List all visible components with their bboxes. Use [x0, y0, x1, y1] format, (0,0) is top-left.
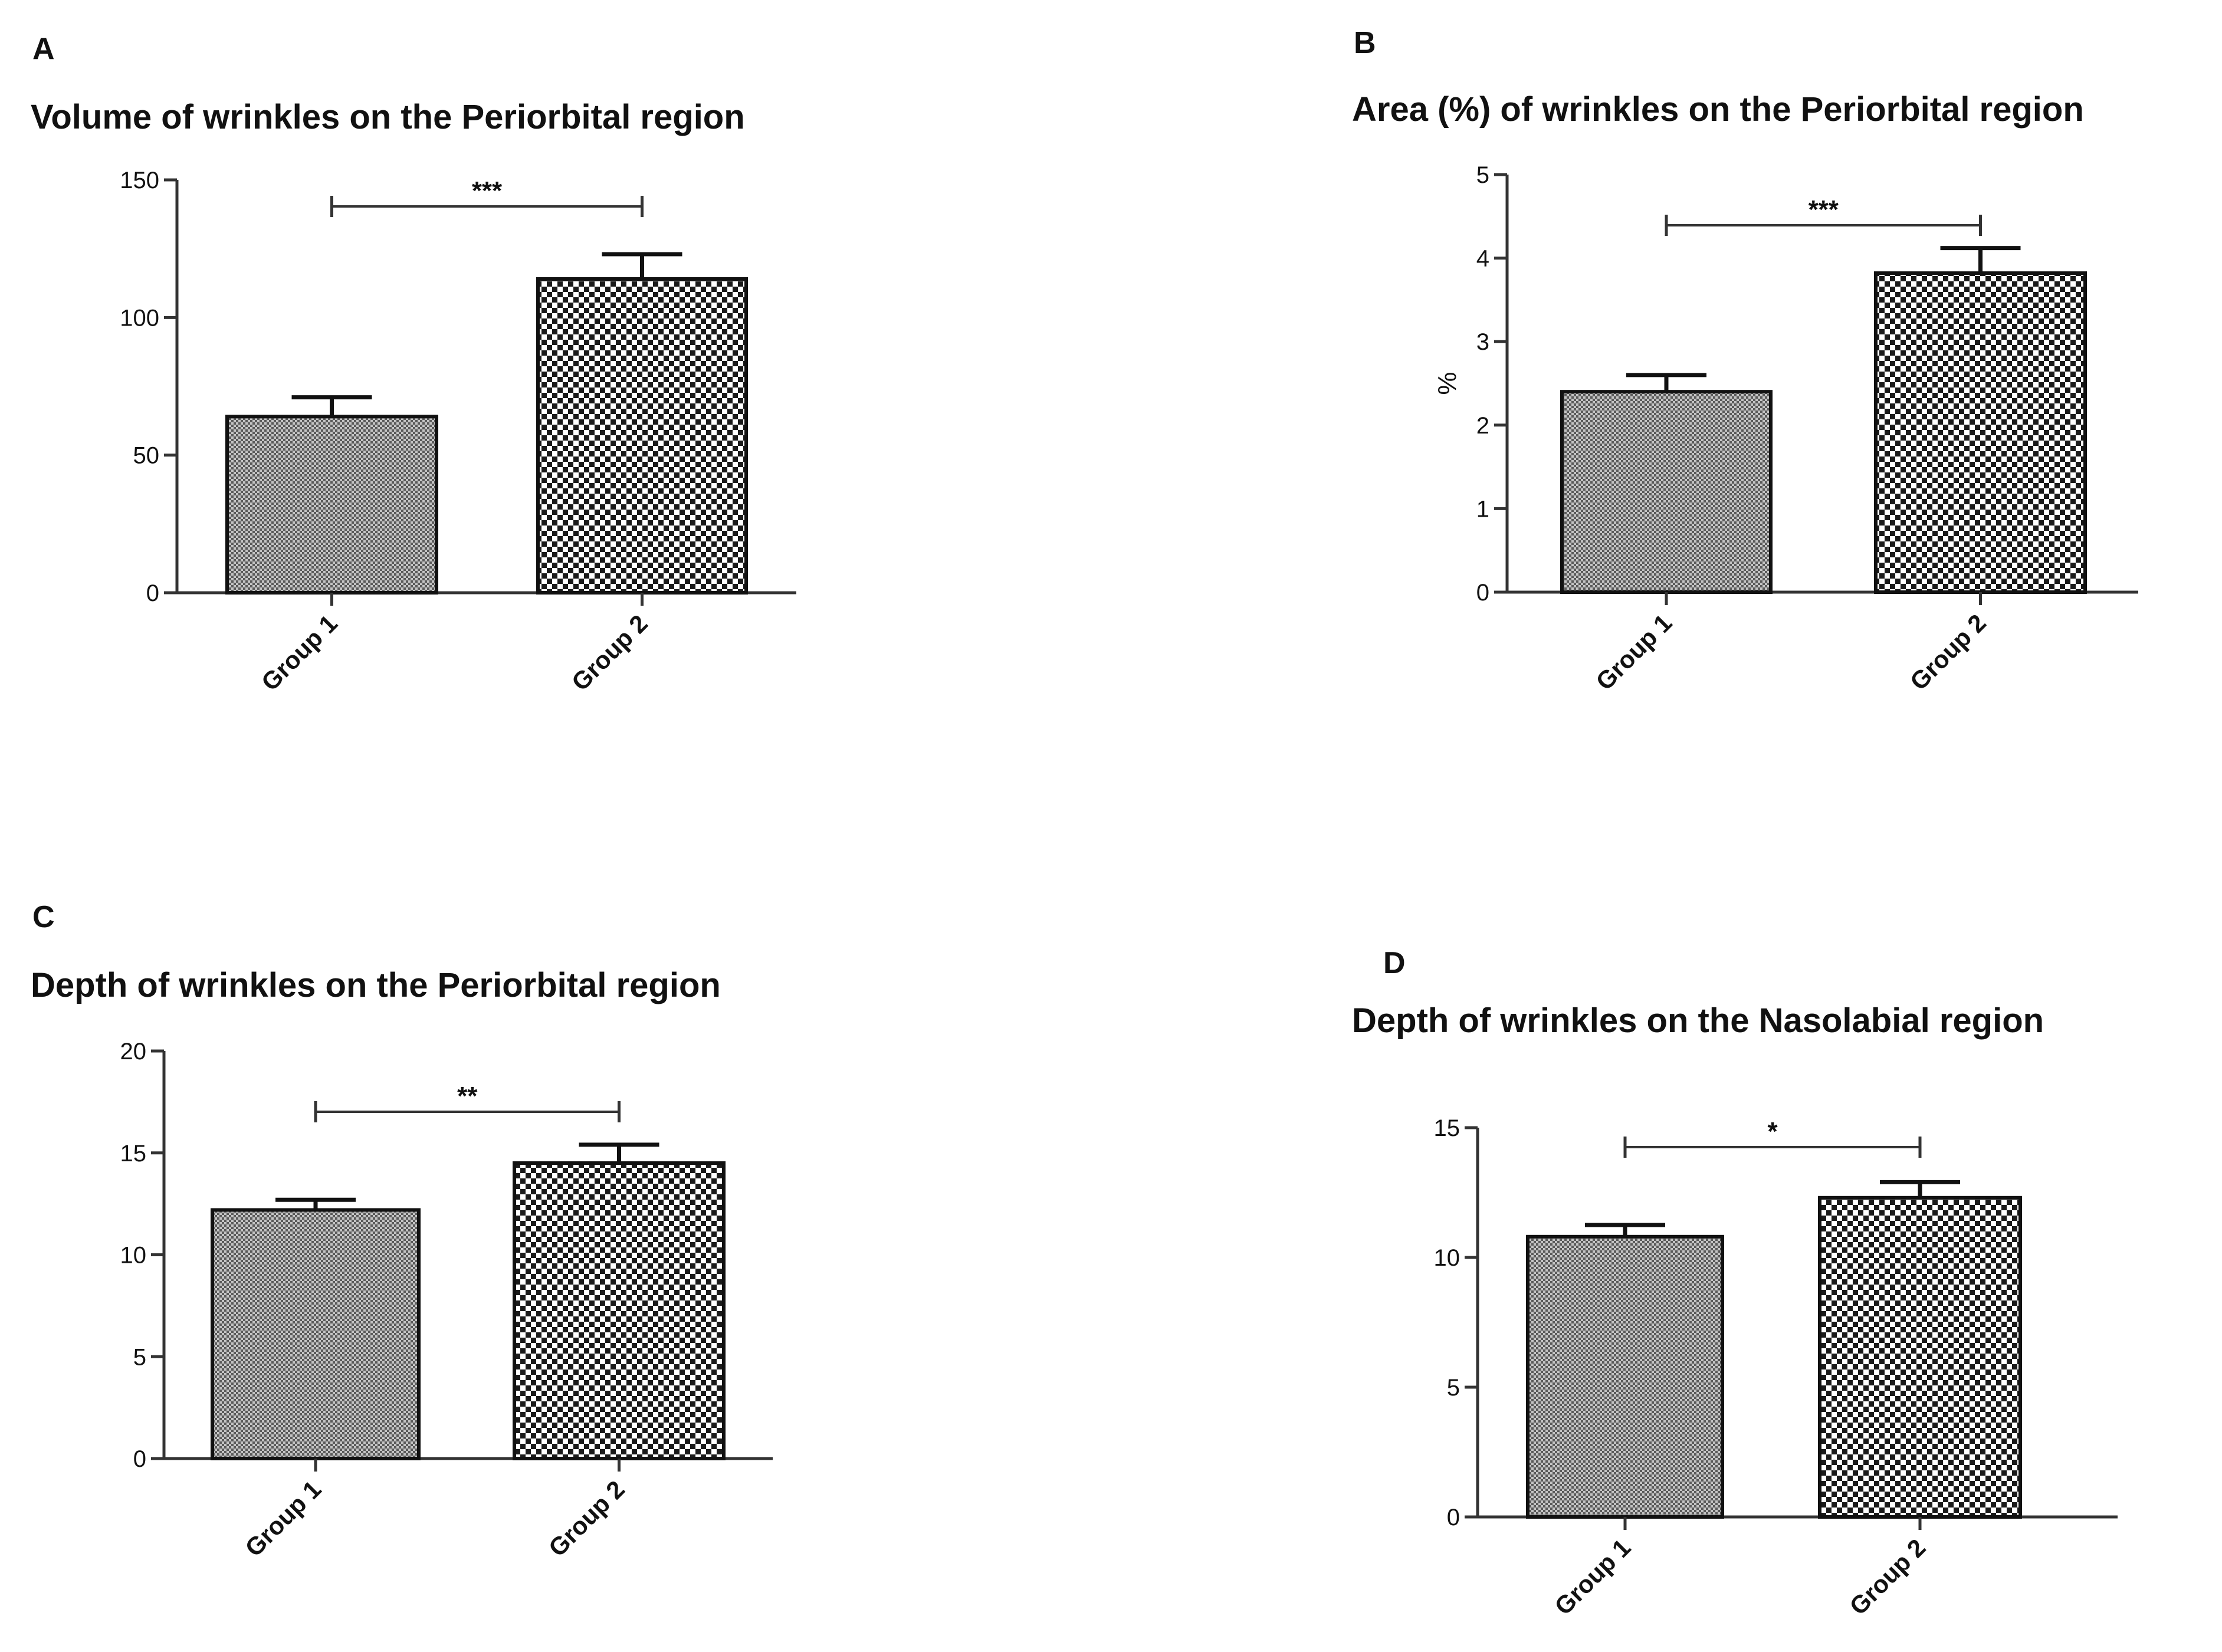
y-tick-label: 5	[1476, 162, 1489, 188]
x-tick-label: Group 2	[1905, 609, 1991, 695]
y-tick-label: 0	[133, 1446, 146, 1472]
bar-group-2	[1874, 271, 2087, 594]
x-tick-label: Group 2	[566, 609, 653, 696]
y-tick-label: 2	[1476, 413, 1489, 439]
y-tick-label: 15	[120, 1141, 147, 1167]
chart-title: Depth of wrinkles on the Nasolabial regi…	[1352, 1001, 2044, 1040]
y-tick-label: 10	[120, 1243, 147, 1269]
significance-label: *	[1767, 1117, 1778, 1146]
bar-group-1	[225, 415, 438, 595]
chart-title: Depth of wrinkles on the Periorbital reg…	[31, 966, 721, 1004]
significance-label: **	[457, 1082, 478, 1111]
x-tick-label: Group 1	[1590, 609, 1677, 695]
bar-group-1	[211, 1208, 421, 1460]
bar-group-2	[513, 1161, 726, 1461]
panel-d: D Depth of wrinkles on the Nasolabial reg…	[1352, 946, 2118, 1620]
y-tick-label: 0	[1476, 580, 1489, 606]
significance-label: ***	[1809, 195, 1839, 224]
panel-c: C Depth of wrinkles on the Periorbital re…	[31, 900, 773, 1562]
panel-letter: B	[1354, 26, 1376, 60]
y-tick-label: 0	[1447, 1505, 1460, 1531]
y-tick-label: 15	[1434, 1115, 1460, 1141]
panel-a: A Volume of wrinkles on the Periorbital r…	[31, 32, 796, 696]
bar-group-2	[1818, 1196, 2022, 1519]
significance-label: ***	[472, 176, 503, 205]
bar-group-2	[536, 277, 748, 595]
x-tick-label: Group 1	[239, 1475, 326, 1562]
x-tick-label: Group 2	[1844, 1533, 1931, 1620]
panel-letter: D	[1383, 946, 1406, 980]
bar-group-1	[1526, 1234, 1724, 1519]
y-tick-label: 1	[1476, 496, 1489, 522]
panel-letter: A	[32, 32, 55, 66]
chart-title: Volume of wrinkles on the Periorbital re…	[31, 98, 745, 136]
bar-group-1	[1560, 390, 1773, 594]
chart-title: Area (%) of wrinkles on the Periorbital …	[1352, 90, 2084, 129]
y-tick-label: 5	[133, 1344, 146, 1370]
y-tick-label: 150	[120, 168, 159, 193]
x-tick-label: Group 1	[256, 609, 343, 696]
y-tick-label: 10	[1434, 1245, 1460, 1271]
x-tick-label: Group 2	[543, 1475, 630, 1562]
y-tick-label: 5	[1447, 1375, 1460, 1401]
y-axis-label: %	[1433, 372, 1462, 395]
y-tick-label: 4	[1476, 246, 1489, 272]
x-tick-label: Group 1	[1549, 1533, 1636, 1620]
y-tick-label: 0	[146, 580, 159, 606]
panel-b: B Area (%) of wrinkles on the Periorbital…	[1352, 26, 2138, 695]
y-tick-label: 3	[1476, 329, 1489, 355]
y-tick-label: 50	[133, 443, 160, 469]
y-tick-label: 20	[120, 1039, 147, 1065]
y-tick-label: 100	[120, 305, 159, 331]
panel-letter: C	[32, 900, 55, 934]
